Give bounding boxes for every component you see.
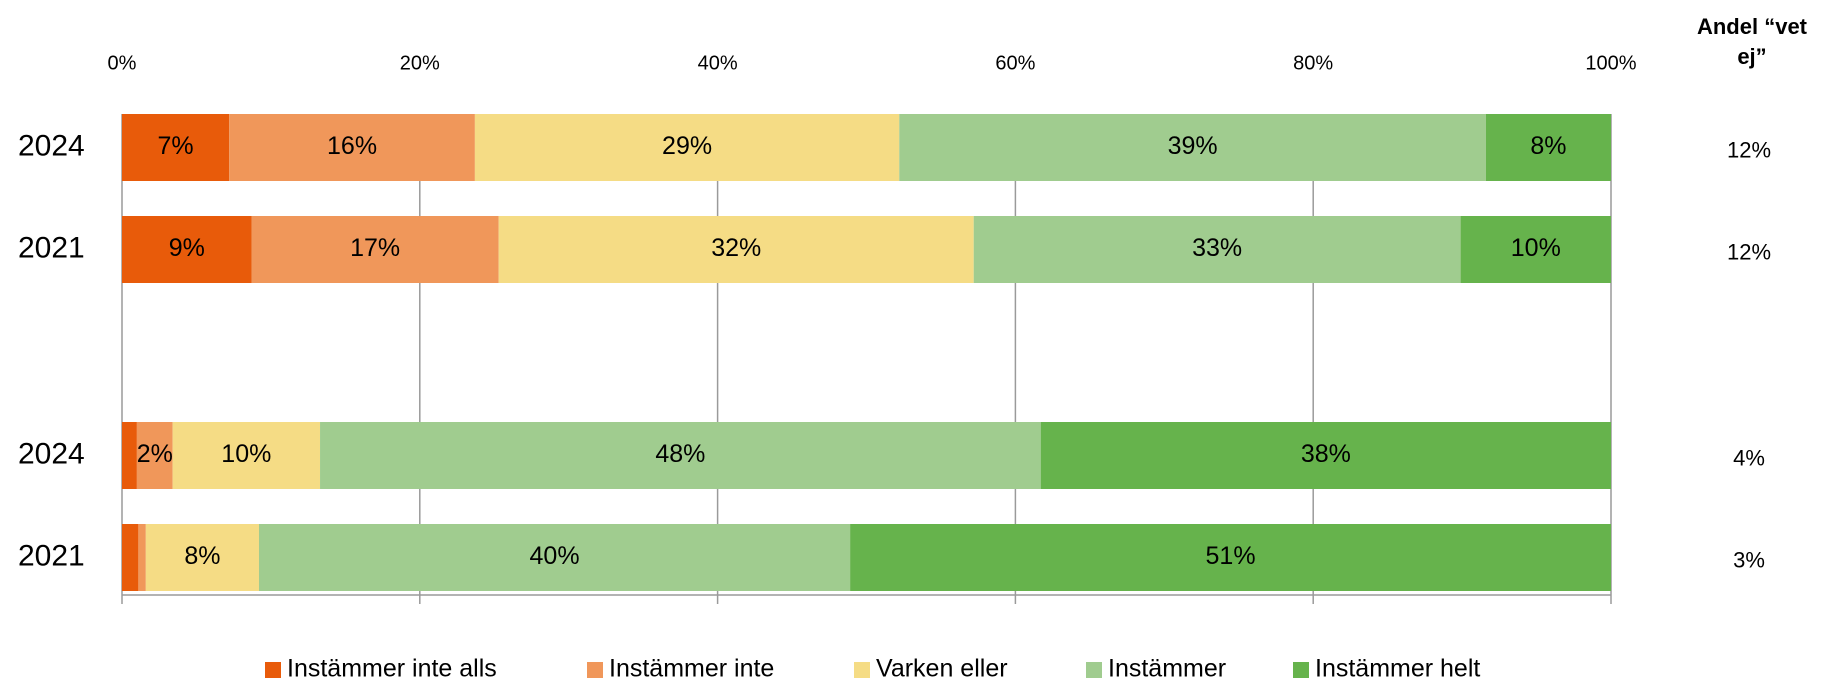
vet-ej-label: 3% (1733, 547, 1765, 572)
bar-segment (229, 114, 475, 181)
bar-segment (973, 216, 1461, 283)
bar-segment (320, 422, 1041, 489)
data-label: 9% (169, 234, 205, 262)
bar-segment (145, 524, 259, 591)
legend-label: Instämmer (1108, 655, 1226, 682)
legend-swatch (1086, 662, 1102, 678)
legend-label: Varken eller (876, 655, 1008, 682)
bar-segment (122, 422, 137, 489)
category-label: 2024 (18, 437, 85, 470)
legend-swatch (265, 662, 281, 678)
bar-segment (172, 422, 321, 489)
bar-segment (1485, 114, 1611, 181)
data-label: 10% (221, 440, 271, 468)
vet-ej-label: 12% (1727, 137, 1771, 162)
bar-segment (258, 524, 851, 591)
data-label: 48% (655, 440, 705, 468)
data-label: 16% (327, 132, 377, 160)
bar-segment (251, 216, 499, 283)
x-tick-label: 40% (698, 52, 738, 74)
vet-ej-title: Andel “vet ej” (1696, 14, 1808, 69)
data-label: 40% (530, 542, 580, 570)
bar-segment (122, 524, 139, 591)
vet-ej-label: 4% (1733, 445, 1765, 470)
data-label: 8% (1530, 132, 1566, 160)
category-label: 2024 (18, 129, 85, 162)
x-tick-label: 60% (995, 52, 1035, 74)
legend-label: Instämmer helt (1315, 655, 1480, 682)
x-tick-label: 0% (108, 52, 137, 74)
x-tick-label: 80% (1293, 52, 1333, 74)
bar-segment (498, 216, 974, 283)
data-label: 51% (1206, 542, 1256, 570)
vet-ej-label: 12% (1727, 239, 1771, 264)
data-label: 17% (350, 234, 400, 262)
bar-segment (899, 114, 1486, 181)
data-label: 10% (1511, 234, 1561, 262)
legend-swatch (854, 662, 870, 678)
bar-segment (138, 524, 146, 591)
data-label: 39% (1168, 132, 1218, 160)
x-tick-label: 20% (400, 52, 440, 74)
legend-swatch (1293, 662, 1309, 678)
bar-segment (1460, 216, 1611, 283)
category-label: 2021 (18, 231, 85, 264)
data-label: 32% (711, 234, 761, 262)
data-label: 38% (1301, 440, 1351, 468)
data-label: 8% (184, 542, 220, 570)
bar-segment (1040, 422, 1611, 489)
bar-segment (850, 524, 1611, 591)
data-label: 7% (158, 132, 194, 160)
legend-swatch (587, 662, 603, 678)
data-label: 2% (137, 440, 173, 468)
legend-label: Instämmer inte alls (287, 655, 497, 682)
category-label: 2021 (18, 539, 85, 572)
bar-segment (122, 114, 230, 181)
data-label: 29% (662, 132, 712, 160)
x-tick-label: 100% (1585, 52, 1636, 74)
bar-segment (122, 216, 252, 283)
data-label: 33% (1192, 234, 1242, 262)
legend-label: Instämmer inte (609, 655, 774, 682)
bar-segment (136, 422, 173, 489)
bar-segment (474, 114, 900, 181)
